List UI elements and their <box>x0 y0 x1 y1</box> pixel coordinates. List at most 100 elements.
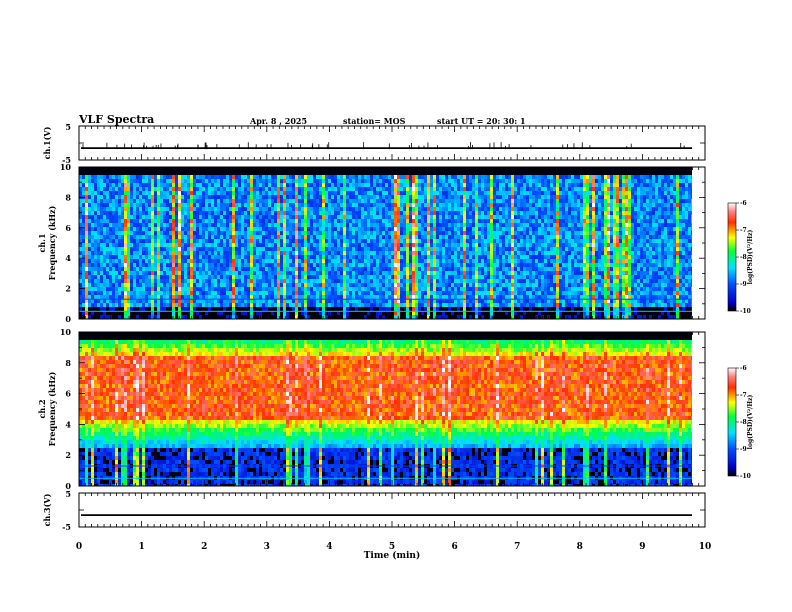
spectrogram-cell <box>472 199 475 203</box>
spectrogram-cell <box>436 307 439 311</box>
spectrogram-cell <box>229 283 232 287</box>
spectrogram-cell <box>511 247 514 251</box>
spectrogram-cell <box>223 295 226 299</box>
spectrogram-cell <box>232 259 235 263</box>
spectrogram-cell <box>253 219 256 223</box>
spectrogram-cell <box>106 203 109 207</box>
spectrogram-cell <box>382 211 385 215</box>
spectrogram-cell <box>97 199 100 203</box>
spectrogram-cell <box>406 195 409 199</box>
spectrogram-cell <box>196 207 199 211</box>
spectrogram-cell <box>127 215 130 219</box>
spectrogram-cell <box>343 263 346 267</box>
spectrogram-cell <box>511 283 514 287</box>
spectrogram-cell <box>175 219 178 223</box>
spectrogram-cell <box>490 251 493 255</box>
spectrogram-cell <box>322 287 325 291</box>
spectrogram-cell <box>484 291 487 295</box>
spectrogram-cell <box>262 195 265 199</box>
spectrogram-cell <box>391 215 394 219</box>
spectrogram-cell <box>346 195 349 199</box>
spectrogram-cell <box>235 255 238 259</box>
spectrogram-cell <box>304 207 307 211</box>
spectrogram-cell <box>91 267 94 271</box>
spectrogram-cell <box>232 231 235 235</box>
spectrogram-cell <box>253 199 256 203</box>
spectrogram-cell <box>415 275 418 279</box>
spectrogram-cell <box>370 223 373 227</box>
spectrogram-cell <box>274 279 277 283</box>
spectrogram-cell <box>247 227 250 231</box>
spectrogram-cell <box>235 175 238 179</box>
spectrogram-cell <box>460 283 463 287</box>
spectrogram-cell <box>94 283 97 287</box>
spectrogram-cell <box>343 267 346 271</box>
spectrogram-cell <box>457 187 460 191</box>
spectrogram-cell <box>202 175 205 179</box>
spectrogram-cell <box>112 251 115 255</box>
spectrogram-cell <box>247 275 250 279</box>
spectrogram-cell <box>85 315 88 319</box>
spectrogram-cell <box>496 279 499 283</box>
spectrogram-cell <box>418 227 421 231</box>
spectrogram-cell <box>277 275 280 279</box>
spectrogram-cell <box>481 255 484 259</box>
spectrogram-cell <box>478 239 481 243</box>
spectrogram-cell <box>370 263 373 267</box>
spectrogram-cell <box>85 275 88 279</box>
spectrogram-cell <box>334 303 337 307</box>
spectrogram-cell <box>193 267 196 271</box>
spectrogram-cell <box>226 271 229 275</box>
spectrogram-cell <box>493 263 496 267</box>
spectrogram-cell <box>304 215 307 219</box>
spectrogram-cell <box>322 307 325 311</box>
spectrogram-cell <box>112 243 115 247</box>
spectrogram-cell <box>301 299 304 303</box>
spectrogram-cell <box>511 203 514 207</box>
spectrogram-cell <box>184 283 187 287</box>
spectrogram-cell <box>319 247 322 251</box>
spectrogram-cell <box>169 179 172 183</box>
spectrogram-cell <box>397 259 400 263</box>
spectrogram-cell <box>241 255 244 259</box>
spectrogram-cell <box>109 307 112 311</box>
spectrogram-cell <box>496 275 499 279</box>
spectrogram-cell <box>463 311 466 315</box>
spectrogram-cell <box>352 187 355 191</box>
spectrogram-cell <box>292 227 295 231</box>
spectrogram-cell <box>274 299 277 303</box>
spectrogram-cell <box>238 251 241 255</box>
spectrogram-cell <box>346 187 349 191</box>
spectrogram-cell <box>85 267 88 271</box>
spectrogram-cell <box>424 303 427 307</box>
spectrogram-cell <box>457 291 460 295</box>
spectrogram-cell <box>415 251 418 255</box>
spectrogram-cell <box>319 179 322 183</box>
spectrogram-cell <box>304 299 307 303</box>
spectrogram-cell <box>373 263 376 267</box>
spectrogram-cell <box>100 307 103 311</box>
spectrogram-cell <box>448 195 451 199</box>
spectrogram-cell <box>409 255 412 259</box>
spectrogram-cell <box>442 203 445 207</box>
spectrogram-cell <box>424 211 427 215</box>
spectrogram-cell <box>352 291 355 295</box>
spectrogram-cell <box>247 299 250 303</box>
spectrogram-cell <box>133 279 136 283</box>
spectrogram-cell <box>232 299 235 303</box>
spectrogram-cell <box>334 215 337 219</box>
spectrogram-cell <box>511 263 514 267</box>
spectrogram-cell <box>139 271 142 275</box>
spectrogram-cell <box>295 283 298 287</box>
spectrogram-cell <box>433 191 436 195</box>
spectrogram-cell <box>226 279 229 283</box>
spectrogram-cell <box>382 259 385 263</box>
spectrogram-cell <box>484 179 487 183</box>
spectrogram-cell <box>361 271 364 275</box>
spectrogram-cell <box>109 191 112 195</box>
spectrogram-cell <box>427 291 430 295</box>
spectrogram-cell <box>469 291 472 295</box>
spectrogram-cell <box>349 191 352 195</box>
spectrogram-cell <box>244 183 247 187</box>
spectrogram-cell <box>451 211 454 215</box>
